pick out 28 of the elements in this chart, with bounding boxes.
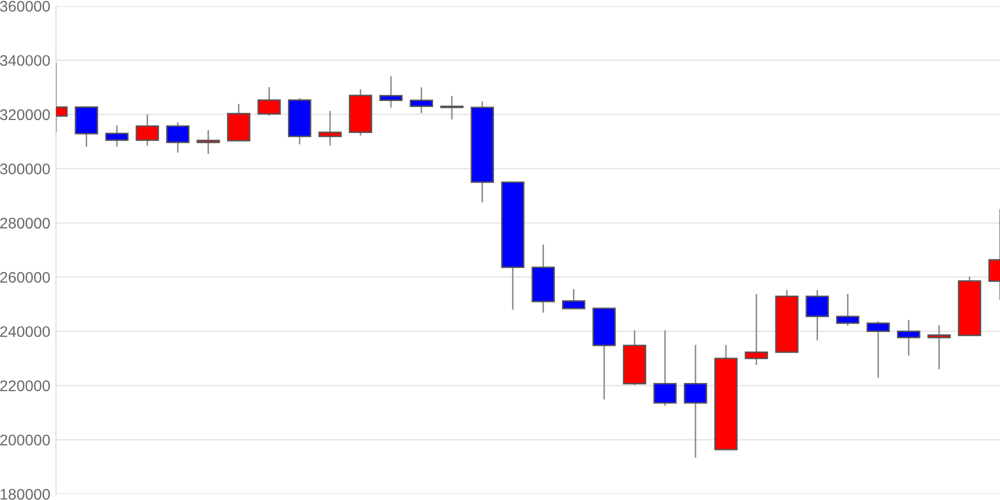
candlestick	[653, 330, 677, 407]
y-tick-label: 220000	[0, 380, 50, 392]
candlestick	[258, 86, 281, 116]
candlestick	[684, 344, 708, 458]
candlestick	[379, 76, 403, 108]
candlestick	[410, 86, 434, 114]
y-tick-label: 360000	[0, 0, 50, 12]
candlestick	[866, 320, 890, 378]
candlestick	[440, 95, 464, 120]
y-tick-label: 260000	[0, 272, 50, 283]
candlestick	[318, 110, 342, 146]
candlestick	[836, 293, 860, 326]
candlestick	[927, 324, 951, 370]
candlestick	[806, 289, 829, 341]
y-tick-label: 280000	[0, 218, 50, 229]
candlestick	[562, 288, 586, 310]
candlestick	[196, 129, 220, 154]
y-tick-label: 240000	[0, 326, 50, 338]
y-tick-label: 200000	[0, 434, 50, 446]
candlestick	[105, 124, 129, 148]
candlestick	[136, 114, 160, 146]
y-tick-label: 300000	[0, 164, 50, 174]
y-tick-label: 340000	[0, 55, 50, 66]
y-tick-label: 180000	[0, 488, 50, 500]
candlestick	[896, 319, 920, 356]
candlestick	[744, 293, 768, 366]
candlestick	[166, 122, 190, 154]
y-tick-label: 320000	[0, 109, 50, 120]
